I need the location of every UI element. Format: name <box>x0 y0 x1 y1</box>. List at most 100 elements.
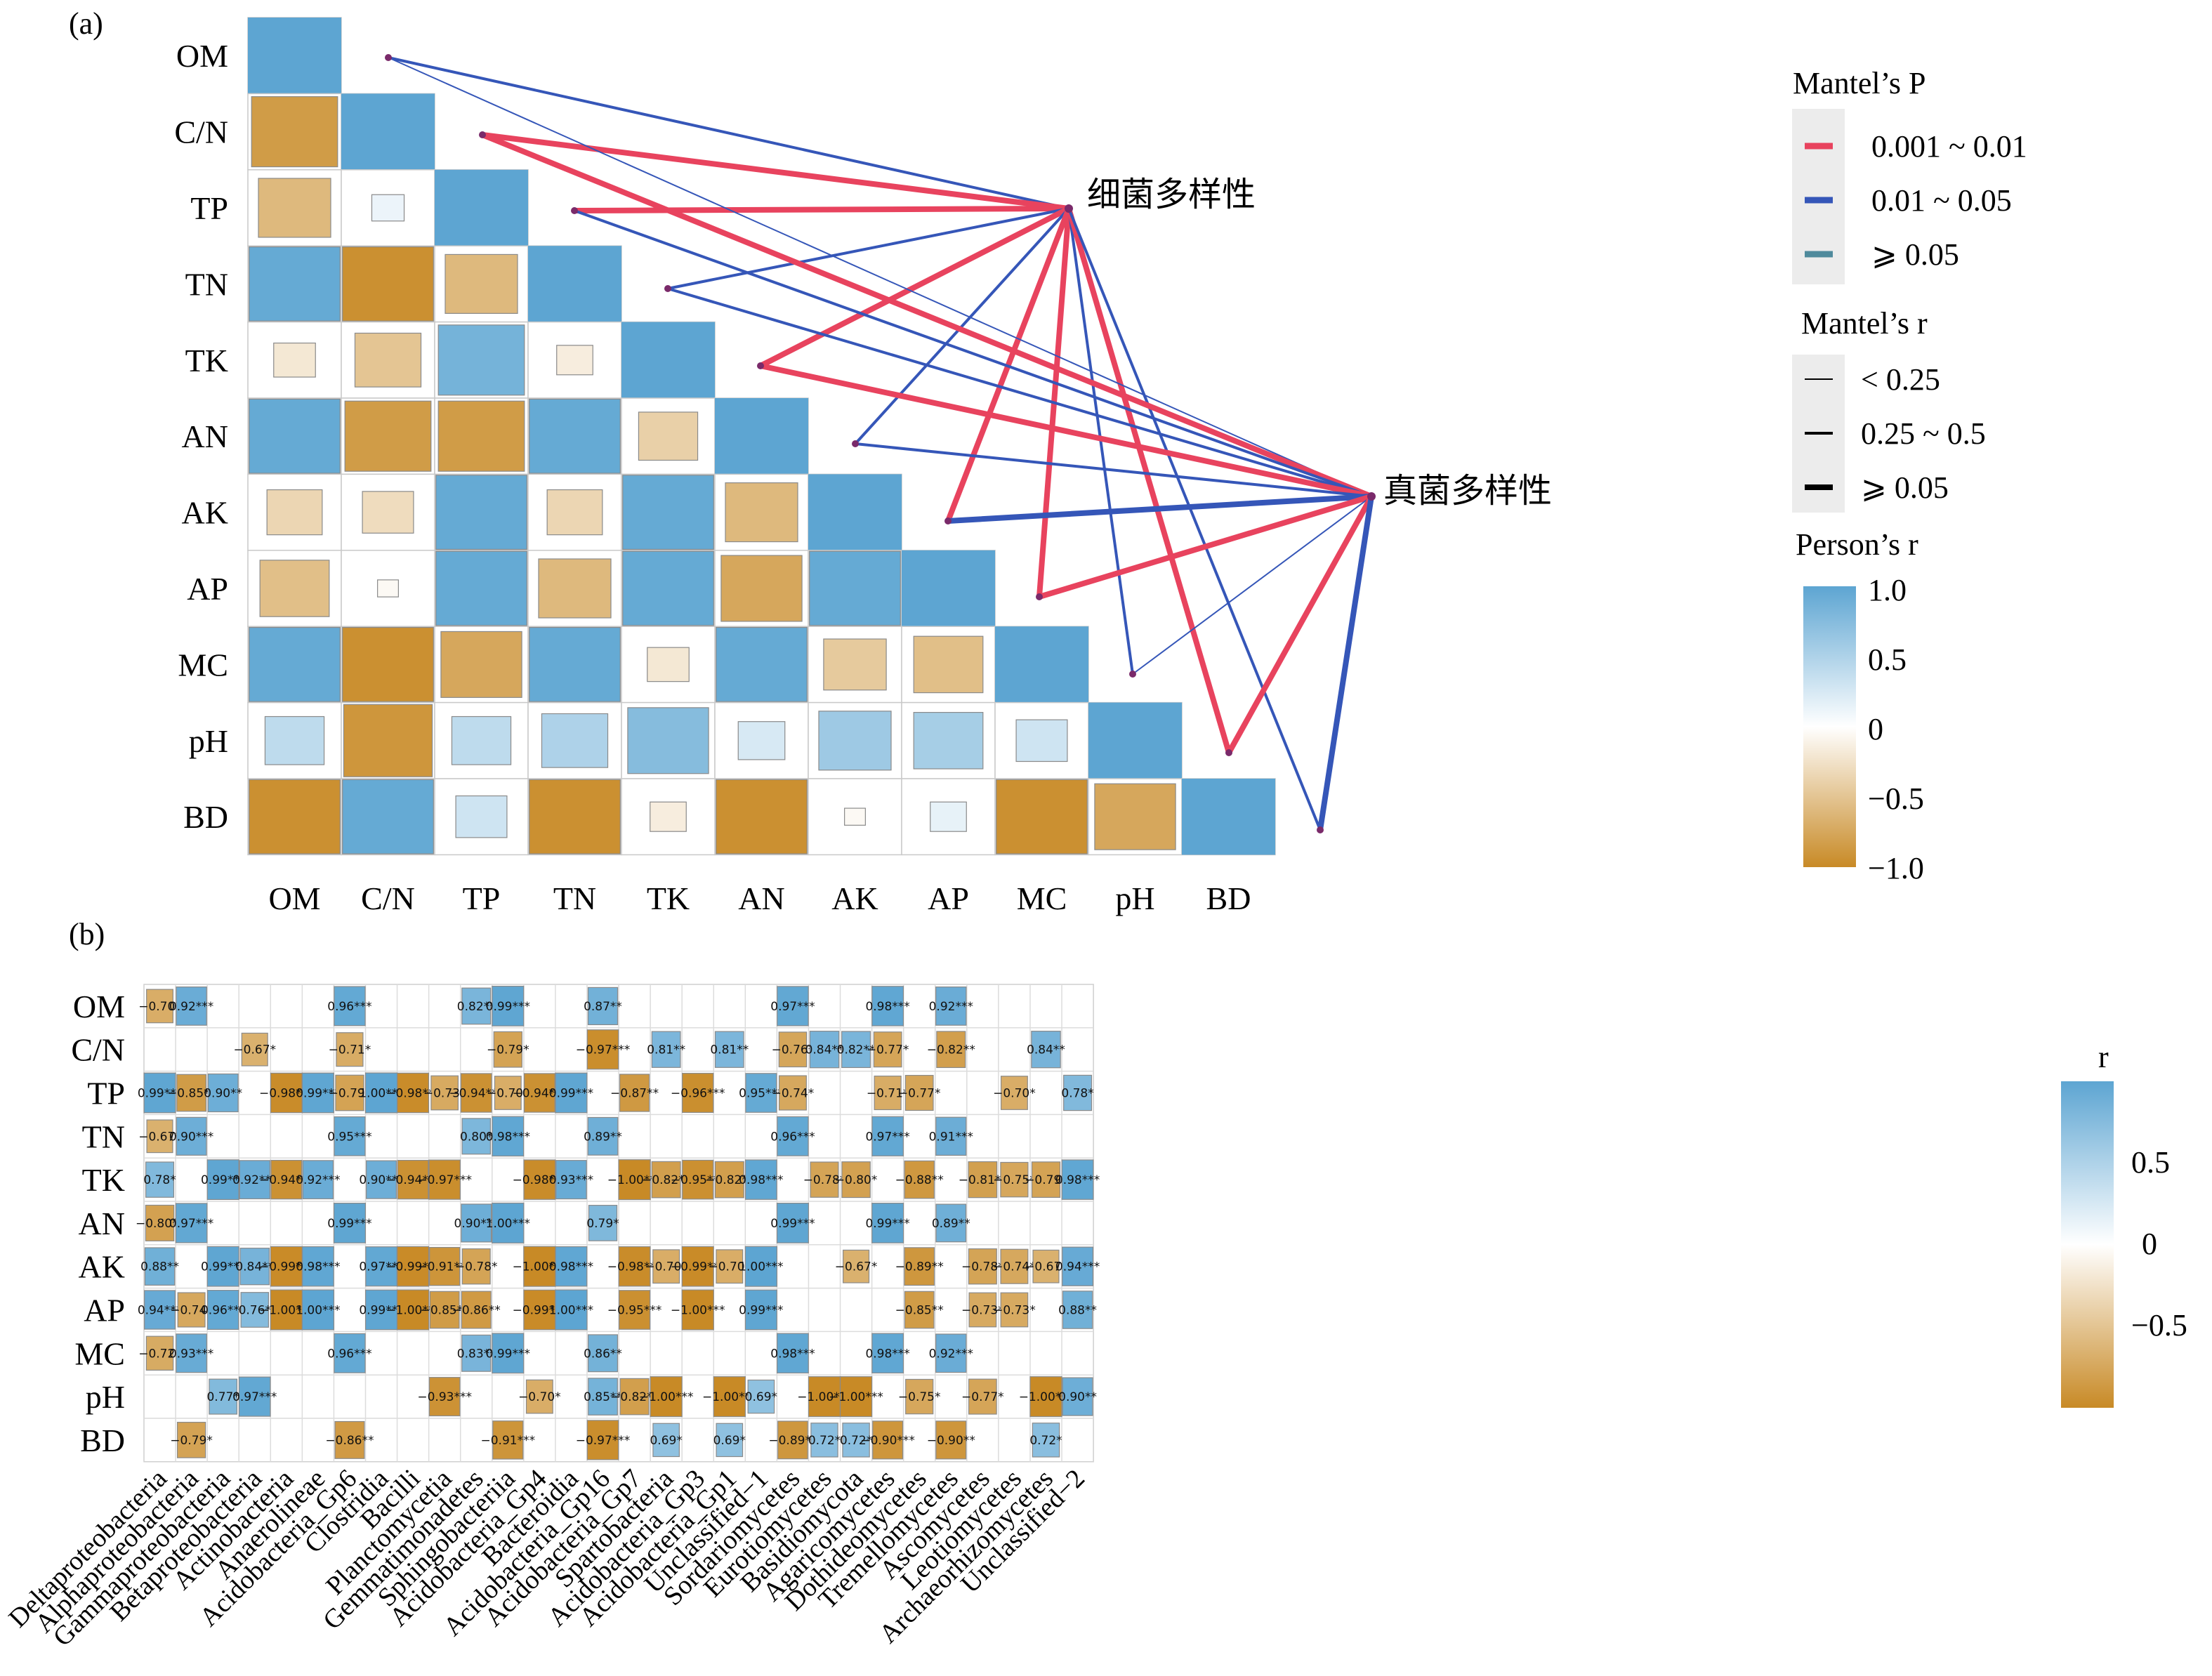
legend-p-label-3: ⩾ 0.05 <box>1871 237 1959 272</box>
mantel-link <box>1317 494 1374 833</box>
column-label: AK <box>831 880 878 916</box>
link-endpoint <box>479 131 486 138</box>
heatmap-cell-label: −0.87** <box>610 1087 659 1101</box>
heatmap-cell-label: 0.69* <box>650 1434 682 1448</box>
matrix-cell <box>638 411 699 461</box>
heatmap-cell-label: −0.73* <box>423 1087 466 1101</box>
legend-color-tick-4: −0.5 <box>1868 781 1924 816</box>
matrix-cell <box>342 246 434 322</box>
heatmap-cell-label: 0.69* <box>745 1390 777 1404</box>
heatmap-cell <box>209 1378 238 1415</box>
matrix-cell <box>529 398 621 474</box>
heatmap-cell <box>935 1420 967 1460</box>
heatmap-cell <box>1031 1031 1061 1069</box>
legend-colorbar <box>1803 586 1856 867</box>
heatmap-cell <box>777 1333 809 1374</box>
legend-r-label-1: < 0.25 <box>1861 362 1940 397</box>
heatmap-cell-label: −0.70* <box>645 1260 687 1274</box>
legend-r-label-3: ⩾ 0.05 <box>1861 470 1949 505</box>
column-label: C/N <box>361 880 415 916</box>
heatmap-legend: r 0.5 0 −0.5 <box>2061 1040 2187 1408</box>
matrix-cell <box>362 491 414 534</box>
matrix-cell-bg <box>527 321 622 399</box>
heatmap-cell <box>935 1203 967 1243</box>
heatmap-cell-label: 0.87** <box>584 1000 622 1014</box>
heatmap-cell <box>555 1289 588 1331</box>
heatmap-cell <box>461 1203 492 1243</box>
heatmap-cell <box>1000 1292 1029 1328</box>
heatmap-cell-label: −0.82** <box>927 1043 975 1057</box>
heatmap-cell <box>619 1074 650 1112</box>
heatmap-row-label: AP <box>84 1293 125 1328</box>
heatmap-cell <box>651 1031 681 1068</box>
heatmap-cell-label: 0.99*** <box>138 1087 182 1101</box>
mantel-link <box>1132 496 1372 675</box>
heatmap-cell <box>334 986 366 1027</box>
heatmap-cell-label: 0.83** <box>457 1347 496 1361</box>
heatmap-cell-label: −1.00*** <box>797 1390 852 1404</box>
row-label: OM <box>176 38 228 74</box>
heatmap-cell-label: 0.94*** <box>138 1304 182 1318</box>
mantel-link <box>666 287 1373 498</box>
legend-color-title: Person’s r <box>1796 527 1918 562</box>
heatmap-row-label: AN <box>79 1206 125 1241</box>
heatmap-cell-label: −0.90*** <box>860 1434 915 1448</box>
matrix-cell <box>377 579 399 598</box>
heatmap-cell <box>905 1378 934 1415</box>
heatmap-cell-label: −0.99*** <box>671 1260 725 1274</box>
matrix-cell <box>1015 719 1068 763</box>
matrix-cell <box>647 647 690 682</box>
row-label: MC <box>178 647 228 682</box>
heatmap-cell <box>461 1291 492 1329</box>
heatmap-cell <box>713 1376 746 1418</box>
heatmap-cell-label: −0.67* <box>835 1260 878 1274</box>
heatmap-cell <box>334 1420 365 1459</box>
matrix-cell <box>844 807 866 826</box>
heatmap-cell <box>968 1161 998 1199</box>
legend-color-tick-5: −1.0 <box>1868 851 1924 885</box>
heatmap-cell-label: −0.96*** <box>671 1087 725 1101</box>
heatmap-cell-label: −0.95*** <box>607 1304 662 1318</box>
heatmap-cell <box>429 1291 460 1329</box>
heatmap-cell-label: −0.79* <box>329 1087 371 1101</box>
matrix-cell <box>248 18 341 94</box>
heatmap-cell <box>555 1246 588 1287</box>
matrix-cell <box>1182 779 1275 855</box>
heatmap-cell-label: 0.95*** <box>327 1130 371 1144</box>
heatmap-cell-label: 0.72* <box>808 1434 841 1448</box>
heatmap-cell-label: −0.98*** <box>259 1087 314 1101</box>
heatmap-cell <box>555 1072 588 1114</box>
heatmap-cell-label: −0.67* <box>233 1043 276 1057</box>
heatmap-cell <box>587 1116 619 1156</box>
heatmap-cell-label: 1.00*** <box>739 1260 783 1274</box>
heatmap-cell <box>336 1032 364 1067</box>
mantel-link <box>388 57 1372 497</box>
heatmap-cell-label: −0.94*** <box>513 1087 567 1101</box>
heatmap-cell-label: 0.96*** <box>327 1000 371 1014</box>
heatmap-cell <box>587 987 619 1026</box>
heatmap-cell-label: 0.90** <box>204 1087 242 1101</box>
heatmap-cell-label: 0.98*** <box>549 1260 593 1274</box>
heatmap-cell <box>176 1116 207 1156</box>
heatmap-legend-tick-2: 0 <box>2142 1227 2157 1261</box>
matrix-cell <box>823 638 887 691</box>
heatmap-cell <box>492 1333 525 1374</box>
heatmap-cell <box>523 1289 556 1331</box>
heatmap-cell <box>778 1031 808 1068</box>
heatmap-cell-label: 0.89** <box>932 1217 970 1231</box>
heatmap-cell-label: 0.94*** <box>1055 1260 1100 1274</box>
heatmap-cell <box>334 1116 366 1156</box>
heatmap-cell-label: 0.92*** <box>232 1173 277 1187</box>
heatmap-cell-label: −0.82** <box>610 1390 659 1404</box>
heatmap-cell <box>461 1248 491 1285</box>
mantel-link <box>854 442 1373 498</box>
heatmap-cell-label: 0.99*** <box>486 1347 530 1361</box>
heatmap-cell-label: −0.99*** <box>386 1260 440 1274</box>
heatmap-cell-label: 1.00*** <box>359 1087 403 1101</box>
heatmap-cell-label: 0.97*** <box>770 1000 815 1014</box>
heatmap-cell <box>555 1160 587 1200</box>
heatmap-cell <box>175 1203 208 1243</box>
matrix-cell <box>913 712 984 770</box>
matrix-cell <box>715 398 808 475</box>
